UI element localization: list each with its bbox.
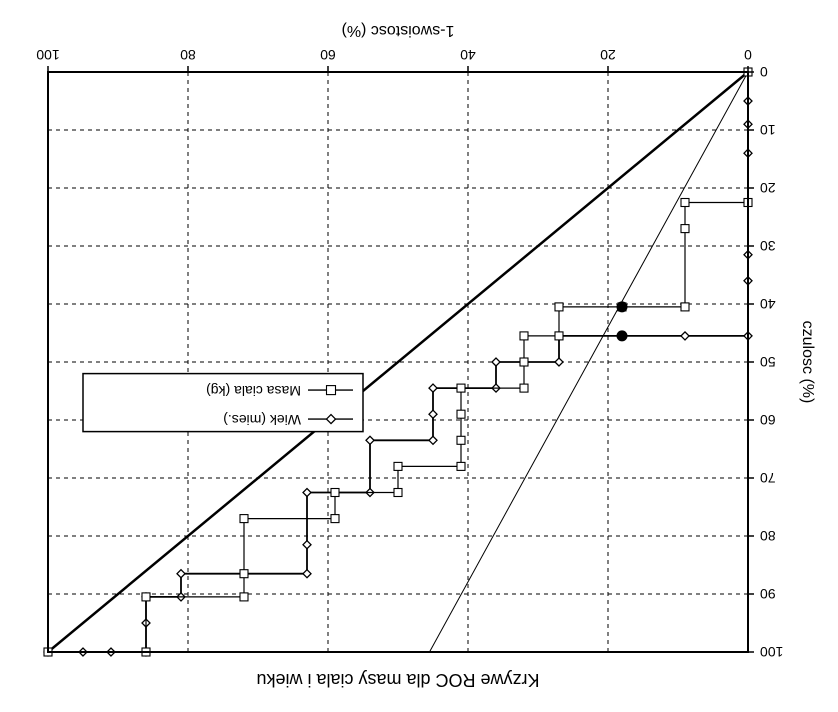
xtick-label: 80 [180, 47, 196, 63]
xtick-label: 100 [36, 47, 60, 63]
legend-item-label: Masa ciala (kg) [206, 383, 301, 399]
xtick-label: 20 [600, 47, 616, 63]
ytick-label: 80 [760, 528, 776, 544]
ytick-label: 70 [760, 470, 776, 486]
xtick-label: 40 [460, 47, 476, 63]
ytick-label: 10 [760, 122, 776, 138]
optimal-point [617, 301, 628, 312]
chart-title: Krzywe ROC dla masy ciala i wieku [256, 670, 539, 690]
ytick-label: 90 [760, 586, 776, 602]
ytick-label: 20 [760, 180, 776, 196]
legend: Wiek (mies.) Masa ciala (kg) [83, 374, 363, 432]
xtick-label: 60 [320, 47, 336, 63]
ytick-label: 0 [760, 64, 768, 80]
y-axis-label: czulosc (%) [799, 321, 816, 404]
ytick-label: 60 [760, 412, 776, 428]
optimal-point [617, 330, 628, 341]
roc-chart: 0 20 40 60 80 100 0 10 20 30 40 50 60 70 80 90 100 1-swoi… [0, 0, 838, 712]
ytick-label: 30 [760, 238, 776, 254]
ytick-label: 100 [760, 644, 784, 660]
legend-item-label: Wiek (mies.) [223, 412, 301, 428]
x-axis-label: 1-swoistosc (%) [342, 22, 455, 39]
ytick-label: 40 [760, 296, 776, 312]
xtick-label: 0 [744, 47, 752, 63]
ytick-label: 50 [760, 354, 776, 370]
chart-container: 0 20 40 60 80 100 0 10 20 30 40 50 60 70 80 90 100 1-swoi… [0, 0, 838, 712]
